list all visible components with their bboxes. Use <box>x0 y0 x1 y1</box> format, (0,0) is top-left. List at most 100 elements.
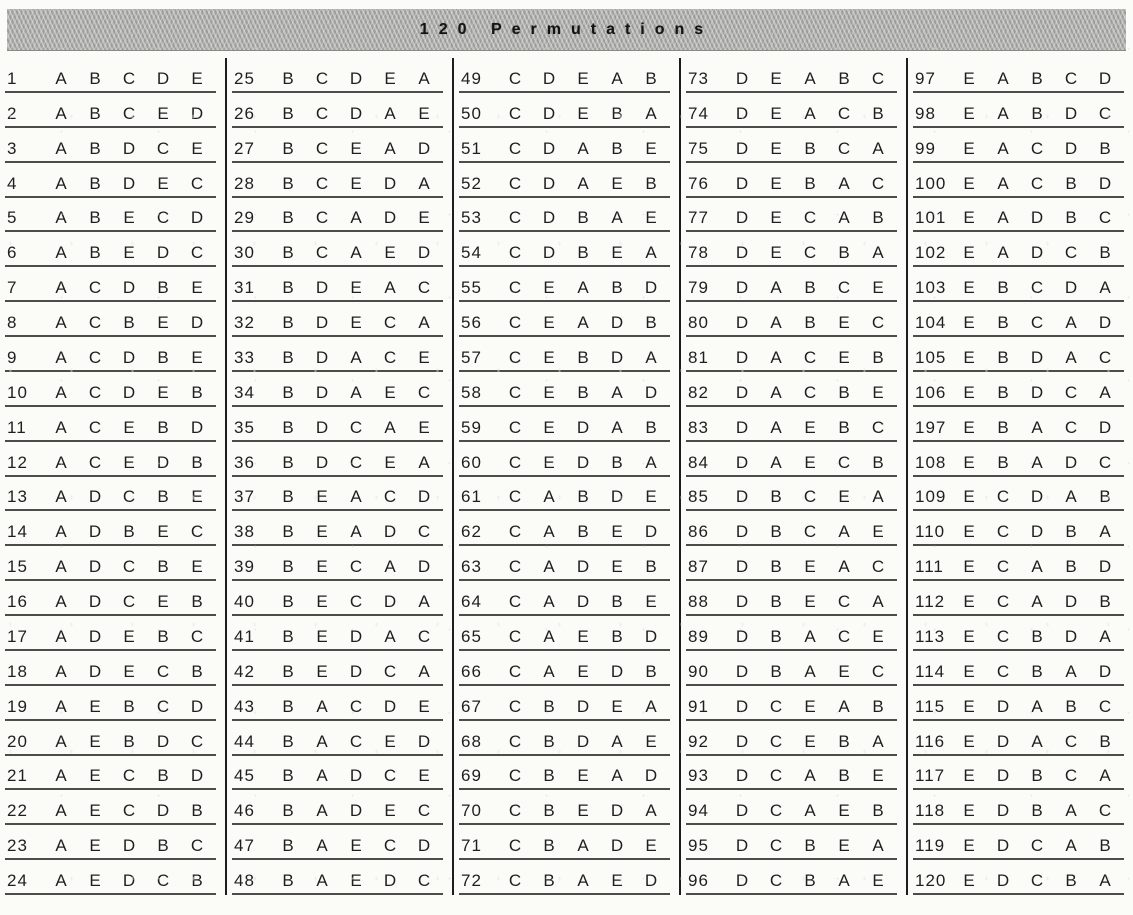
permutation-row: 86 D B C A E <box>686 511 897 547</box>
permutation-letter: A <box>55 696 67 716</box>
permutation-row: 95 D C B E A <box>686 825 897 861</box>
permutation-letter: E <box>963 278 975 298</box>
permutation-letter: E <box>350 138 362 158</box>
permutation-letter: E <box>838 836 850 856</box>
row-number: 197 <box>915 417 947 437</box>
permutation-letter: D <box>542 138 556 158</box>
permutation-letter: A <box>384 417 396 437</box>
row-number: 57 <box>461 347 482 367</box>
permutation-letter: B <box>577 347 589 367</box>
permutation-letter: D <box>190 417 204 437</box>
permutation-letter: B <box>123 522 135 542</box>
permutation-letter: E <box>316 626 328 646</box>
page-title: 120 Permutations <box>419 20 714 38</box>
permutation-letter: E <box>963 243 975 263</box>
permutation-letter: B <box>157 347 169 367</box>
permutation-letter: B <box>1099 487 1111 507</box>
permutation-letter: A <box>55 836 67 856</box>
permutation-letter: B <box>282 766 294 786</box>
permutation-letter: E <box>872 522 884 542</box>
permutation-letter: C <box>190 836 204 856</box>
permutation-letter: B <box>645 68 657 88</box>
permutation-letter: D <box>610 487 624 507</box>
row-number: 40 <box>234 592 255 611</box>
permutations-column-5: 97 E A B C D 98 E A B D C 99 E A C D B 100 E A C B D 101 E A D B C 102… <box>906 58 1133 895</box>
permutation-letter: B <box>804 138 816 158</box>
permutation-letter: A <box>838 173 850 193</box>
permutation-row: 29 B C A D E <box>232 198 443 233</box>
permutation-letter: C <box>837 452 851 472</box>
permutation-letter: D <box>735 626 749 646</box>
permutation-letter: C <box>508 313 522 332</box>
permutation-letter: C <box>88 313 102 332</box>
permutation-letter: C <box>349 557 363 577</box>
permutation-letter: A <box>55 103 67 123</box>
permutation-letter: B <box>191 871 203 890</box>
permutation-row: 69 C B E A D <box>459 756 670 791</box>
permutation-letter: D <box>383 173 397 193</box>
permutation-letter: D <box>735 836 749 856</box>
permutation-letter: A <box>384 278 396 298</box>
permutation-letter: D <box>190 313 204 332</box>
permutation-letter: C <box>871 313 885 332</box>
permutation-row: 49 C D E A B <box>459 58 670 93</box>
permutation-letter: E <box>611 522 623 542</box>
permutation-letter: B <box>543 696 555 716</box>
permutation-letter: C <box>508 731 522 751</box>
permutation-letter: B <box>872 696 884 716</box>
permutation-letter: C <box>88 278 102 298</box>
row-number: 85 <box>688 487 709 507</box>
row-number: 62 <box>461 522 482 542</box>
permutation-letter: C <box>122 592 136 611</box>
row-number: 54 <box>461 243 482 263</box>
permutation-letter: A <box>872 138 884 158</box>
permutation-letter: C <box>837 626 851 646</box>
permutation-letter: C <box>769 801 783 821</box>
permutation-letter: E <box>157 103 169 123</box>
permutation-letter: A <box>770 417 782 437</box>
permutation-letter: A <box>350 487 362 507</box>
permutation-letter: B <box>1031 801 1043 821</box>
row-number: 4 <box>7 173 18 193</box>
permutation-letter: E <box>384 382 396 402</box>
permutation-letter: A <box>804 661 816 681</box>
row-number: 71 <box>461 836 482 856</box>
permutation-letter: D <box>315 417 329 437</box>
permutation-row: 63 C A D E B <box>459 546 670 582</box>
permutation-letter: C <box>88 417 102 437</box>
permutation-row: 24 A E D C B <box>5 860 216 895</box>
permutation-row: 58 C E B A D <box>459 372 670 407</box>
permutation-row: 45 B A D C E <box>232 756 443 791</box>
permutation-row: 80 D A B E C <box>686 302 897 337</box>
permutation-letter: D <box>735 103 749 123</box>
permutation-letter: B <box>1099 836 1111 856</box>
permutation-letter: A <box>316 731 328 751</box>
permutation-letter: D <box>122 173 136 193</box>
permutation-letter: C <box>769 696 783 716</box>
permutation-row: 47 B A E C D <box>232 825 443 861</box>
permutation-letter: C <box>349 452 363 472</box>
permutation-letter: D <box>542 103 556 123</box>
permutation-letter: A <box>1065 801 1077 821</box>
permutation-letter: C <box>508 836 522 856</box>
permutation-letter: B <box>645 417 657 437</box>
permutation-letter: E <box>963 103 975 123</box>
permutation-row: 35 B D C A E <box>232 407 443 442</box>
permutation-letter: A <box>577 313 589 332</box>
row-number: 119 <box>915 836 946 856</box>
permutation-letter: D <box>1030 208 1044 228</box>
permutation-letter: E <box>838 801 850 821</box>
permutation-letter: A <box>611 208 623 228</box>
permutation-letter: C <box>508 382 522 402</box>
permutation-letter: E <box>89 836 101 856</box>
permutation-row: 21 A E C B D <box>5 756 216 791</box>
permutation-letter: E <box>872 626 884 646</box>
permutation-letter: A <box>1065 487 1077 507</box>
permutation-letter: B <box>838 766 850 786</box>
permutation-letter: D <box>88 522 102 542</box>
permutation-letter: E <box>963 836 975 856</box>
permutation-letter: C <box>803 522 817 542</box>
permutation-letter: A <box>543 487 555 507</box>
permutation-letter: B <box>577 487 589 507</box>
permutation-letter: B <box>89 68 101 88</box>
